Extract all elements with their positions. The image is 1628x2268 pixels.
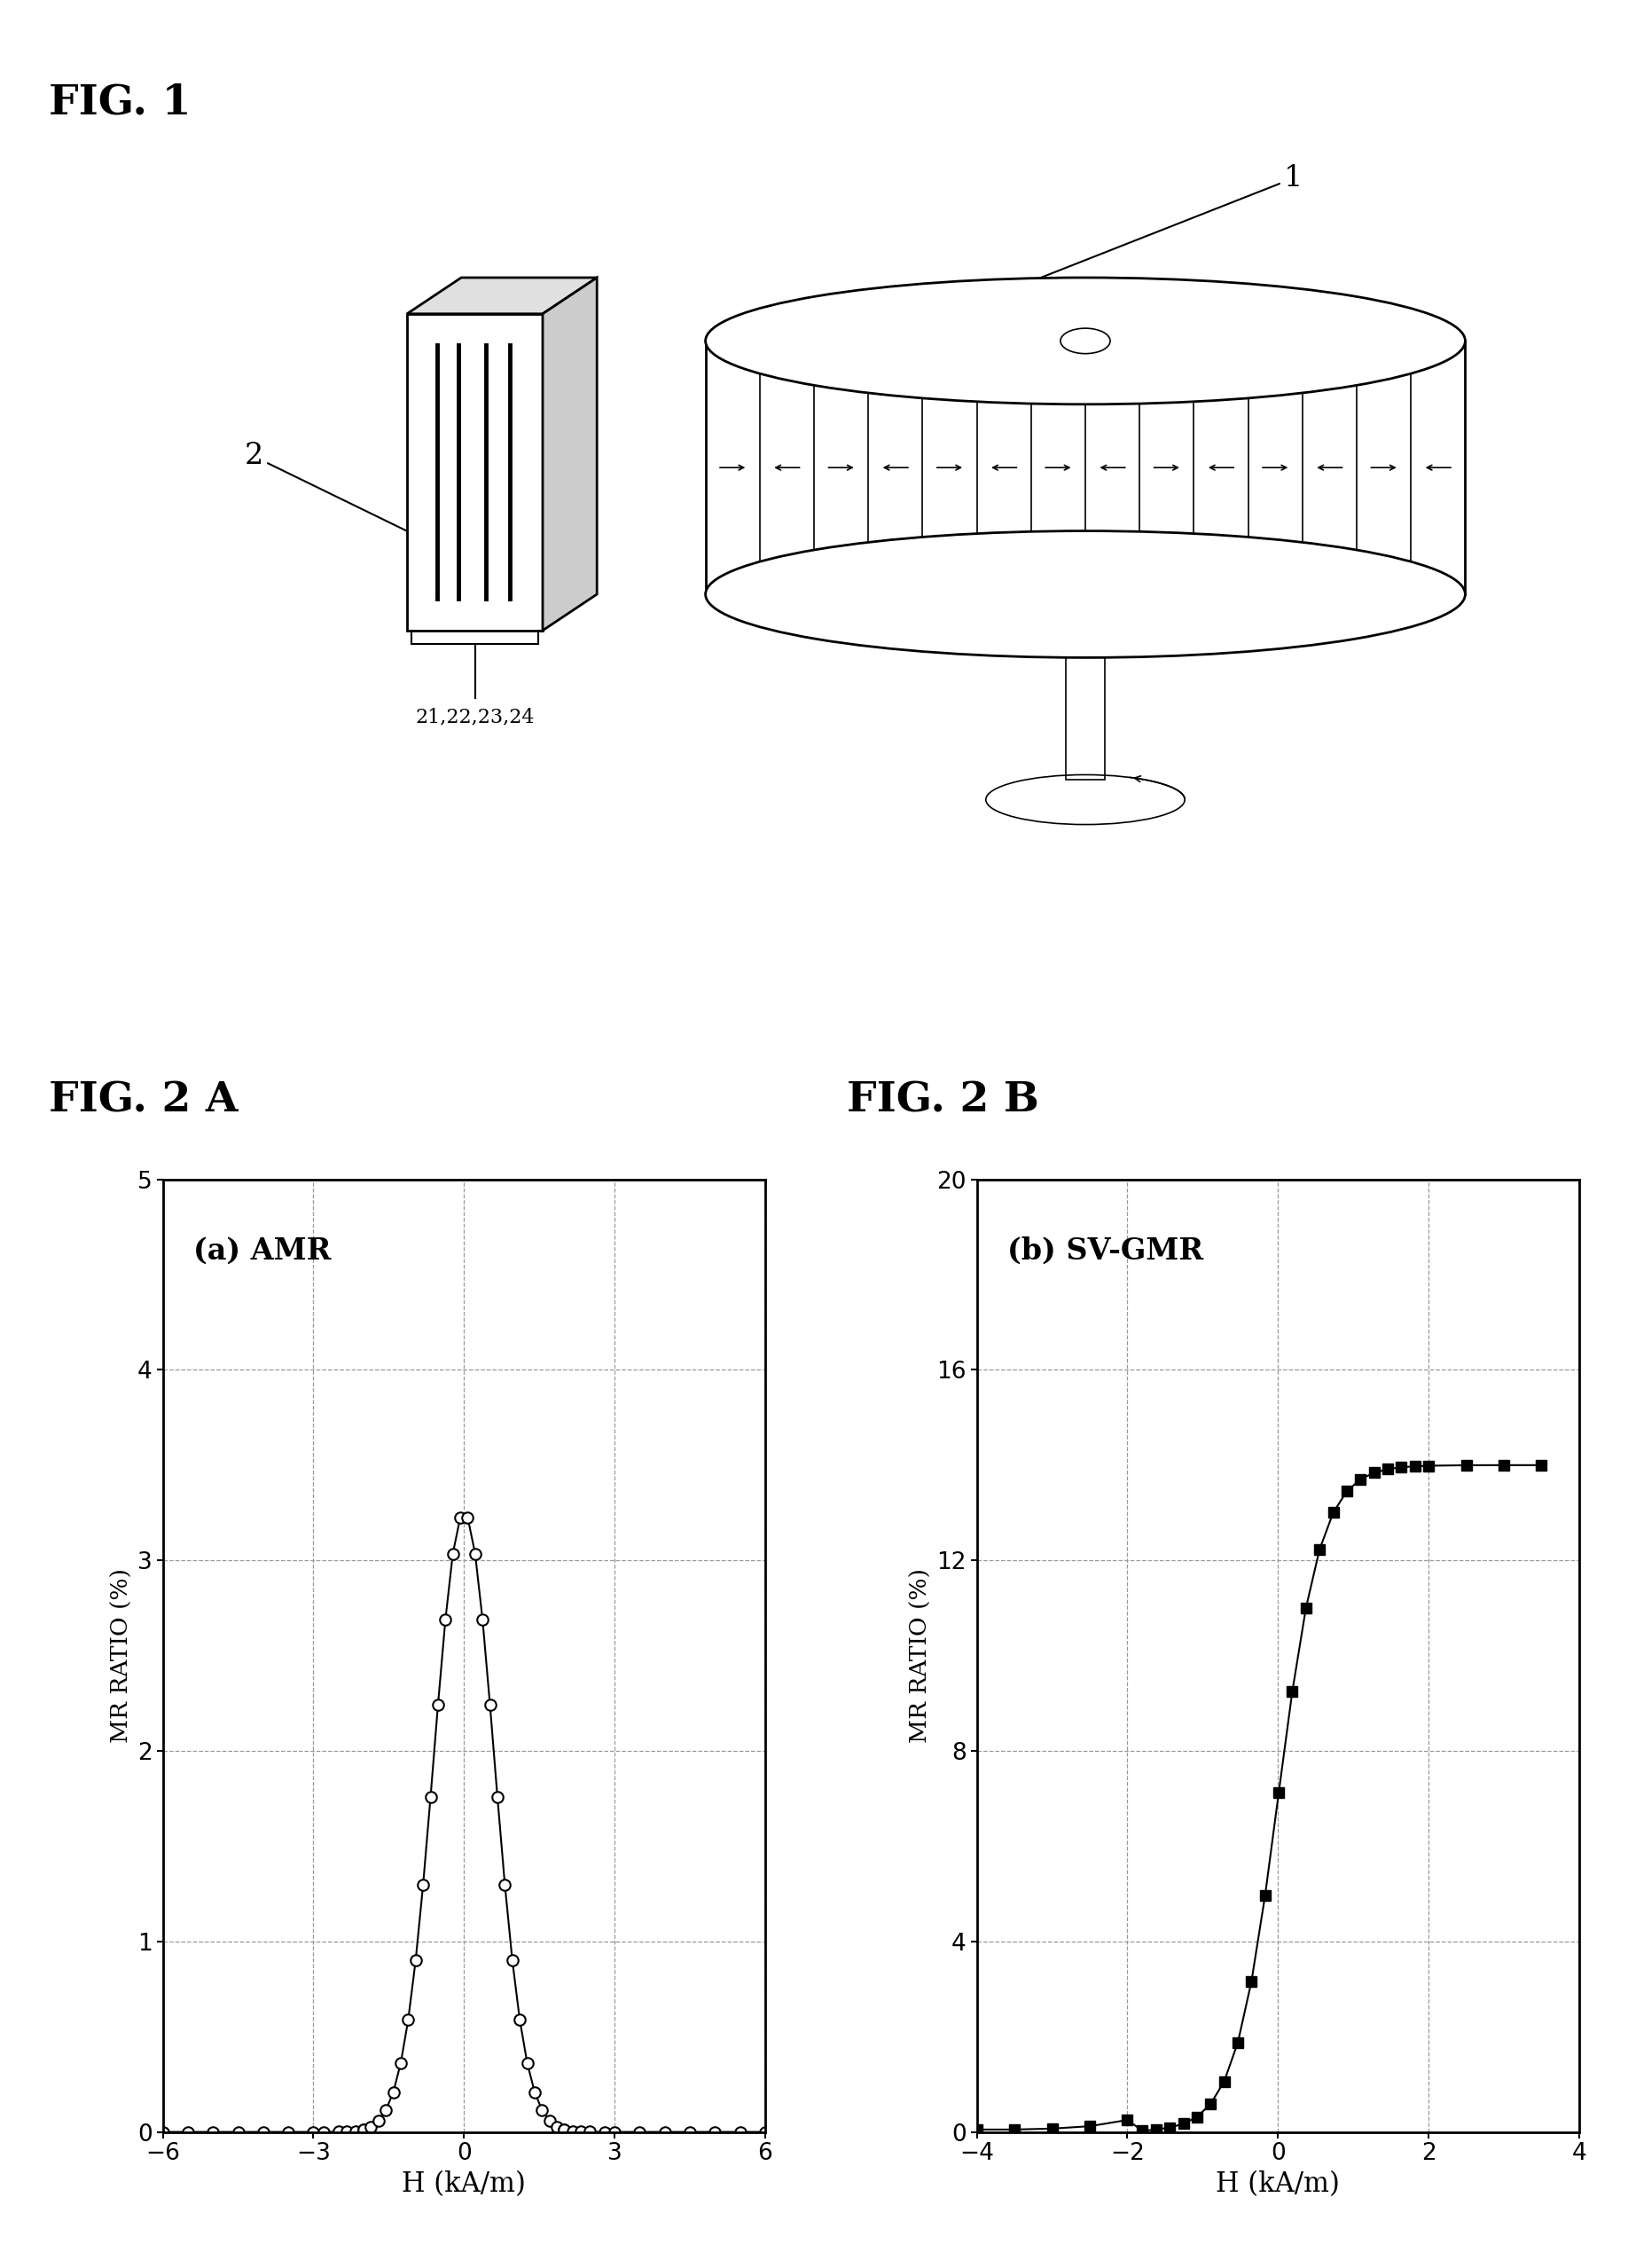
X-axis label: H (kA/m): H (kA/m) [402, 2170, 526, 2198]
Y-axis label: MR RATIO (%): MR RATIO (%) [111, 1567, 132, 1744]
Ellipse shape [1060, 329, 1110, 354]
Text: 21,22,23,24: 21,22,23,24 [415, 708, 534, 726]
Text: (b) SV-GMR: (b) SV-GMR [1006, 1236, 1203, 1266]
Text: (a) AMR: (a) AMR [194, 1236, 330, 1266]
Y-axis label: MR RATIO (%): MR RATIO (%) [910, 1567, 931, 1744]
Text: 1: 1 [998, 163, 1302, 295]
Text: FIG. 2 B: FIG. 2 B [847, 1080, 1039, 1120]
Bar [1065, 653, 1105, 780]
Polygon shape [542, 277, 597, 631]
Polygon shape [407, 313, 542, 631]
Text: FIG. 2 A: FIG. 2 A [49, 1080, 238, 1120]
Text: 2: 2 [244, 442, 414, 535]
Polygon shape [407, 277, 597, 313]
Text: FIG. 1: FIG. 1 [49, 82, 190, 122]
Ellipse shape [705, 277, 1465, 404]
X-axis label: H (kA/m): H (kA/m) [1216, 2170, 1340, 2198]
Ellipse shape [705, 531, 1465, 658]
